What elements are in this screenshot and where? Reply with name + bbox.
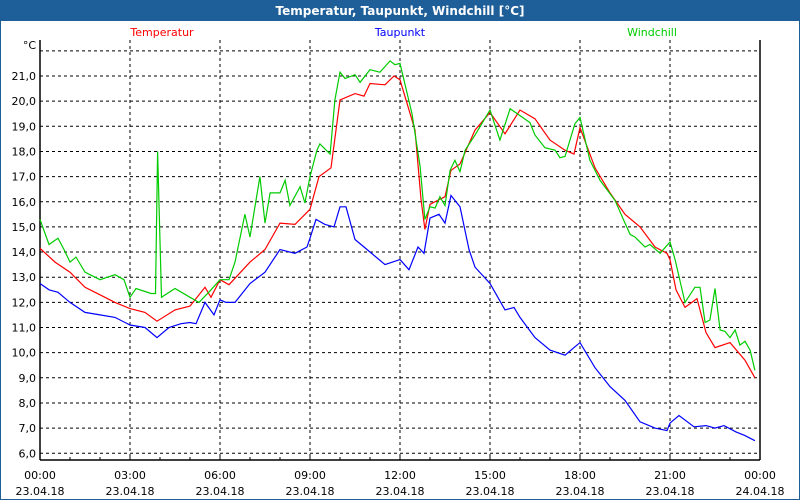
y-tick-label: 6,0 [19,447,37,460]
x-tick-date: 23.04.18 [646,485,695,498]
y-tick-label: 21,0 [12,70,37,83]
y-tick-label: 8,0 [19,397,37,410]
y-tick-label: 13,0 [12,271,37,284]
x-tick-date: 23.04.18 [106,485,155,498]
y-tick-label: 11,0 [12,322,37,335]
y-tick-label: 18,0 [12,145,37,158]
x-tick-date: 23.04.18 [466,485,515,498]
series-line-temperatur [39,75,756,379]
y-tick-label: 15,0 [12,221,37,234]
y-tick-label: 14,0 [12,246,37,259]
x-tick-date: 23.04.18 [16,485,65,498]
chart-title: Temperatur, Taupunkt, Windchill [°C] [1,1,799,21]
y-tick-label: 10,0 [12,347,37,360]
legend-temperatur: Temperatur [129,26,194,39]
y-tick-label: 12,0 [12,296,37,309]
x-tick-time: 00:00 [24,469,56,482]
x-tick-time: 18:00 [564,469,596,482]
x-tick-time: 21:00 [654,469,686,482]
y-tick-label: 9,0 [19,372,37,385]
x-tick-time: 15:00 [474,469,506,482]
y-tick-label: 20,0 [12,95,37,108]
y-tick-label: 16,0 [12,196,37,209]
series-line-windchill [39,60,756,371]
x-tick-time: 12:00 [384,469,416,482]
x-tick-date: 23.04.18 [376,485,425,498]
x-tick-date: 23.04.18 [556,485,605,498]
y-tick-label: 19,0 [12,120,37,133]
y-axis-unit-label: °C [23,39,37,52]
legend-taupunkt: Taupunkt [374,26,426,39]
x-tick-time: 03:00 [114,469,146,482]
x-tick-date: 23.04.18 [196,485,245,498]
series-line-taupunkt [39,194,756,442]
y-tick-label: 7,0 [19,422,37,435]
x-tick-date: 23.04.18 [286,485,335,498]
x-tick-time: 09:00 [294,469,326,482]
legend-windchill: Windchill [627,26,677,39]
x-tick-date: 24.04.18 [736,485,785,498]
x-tick-time: 06:00 [204,469,236,482]
y-tick-label: 17,0 [12,171,37,184]
x-tick-time: 00:00 [744,469,776,482]
